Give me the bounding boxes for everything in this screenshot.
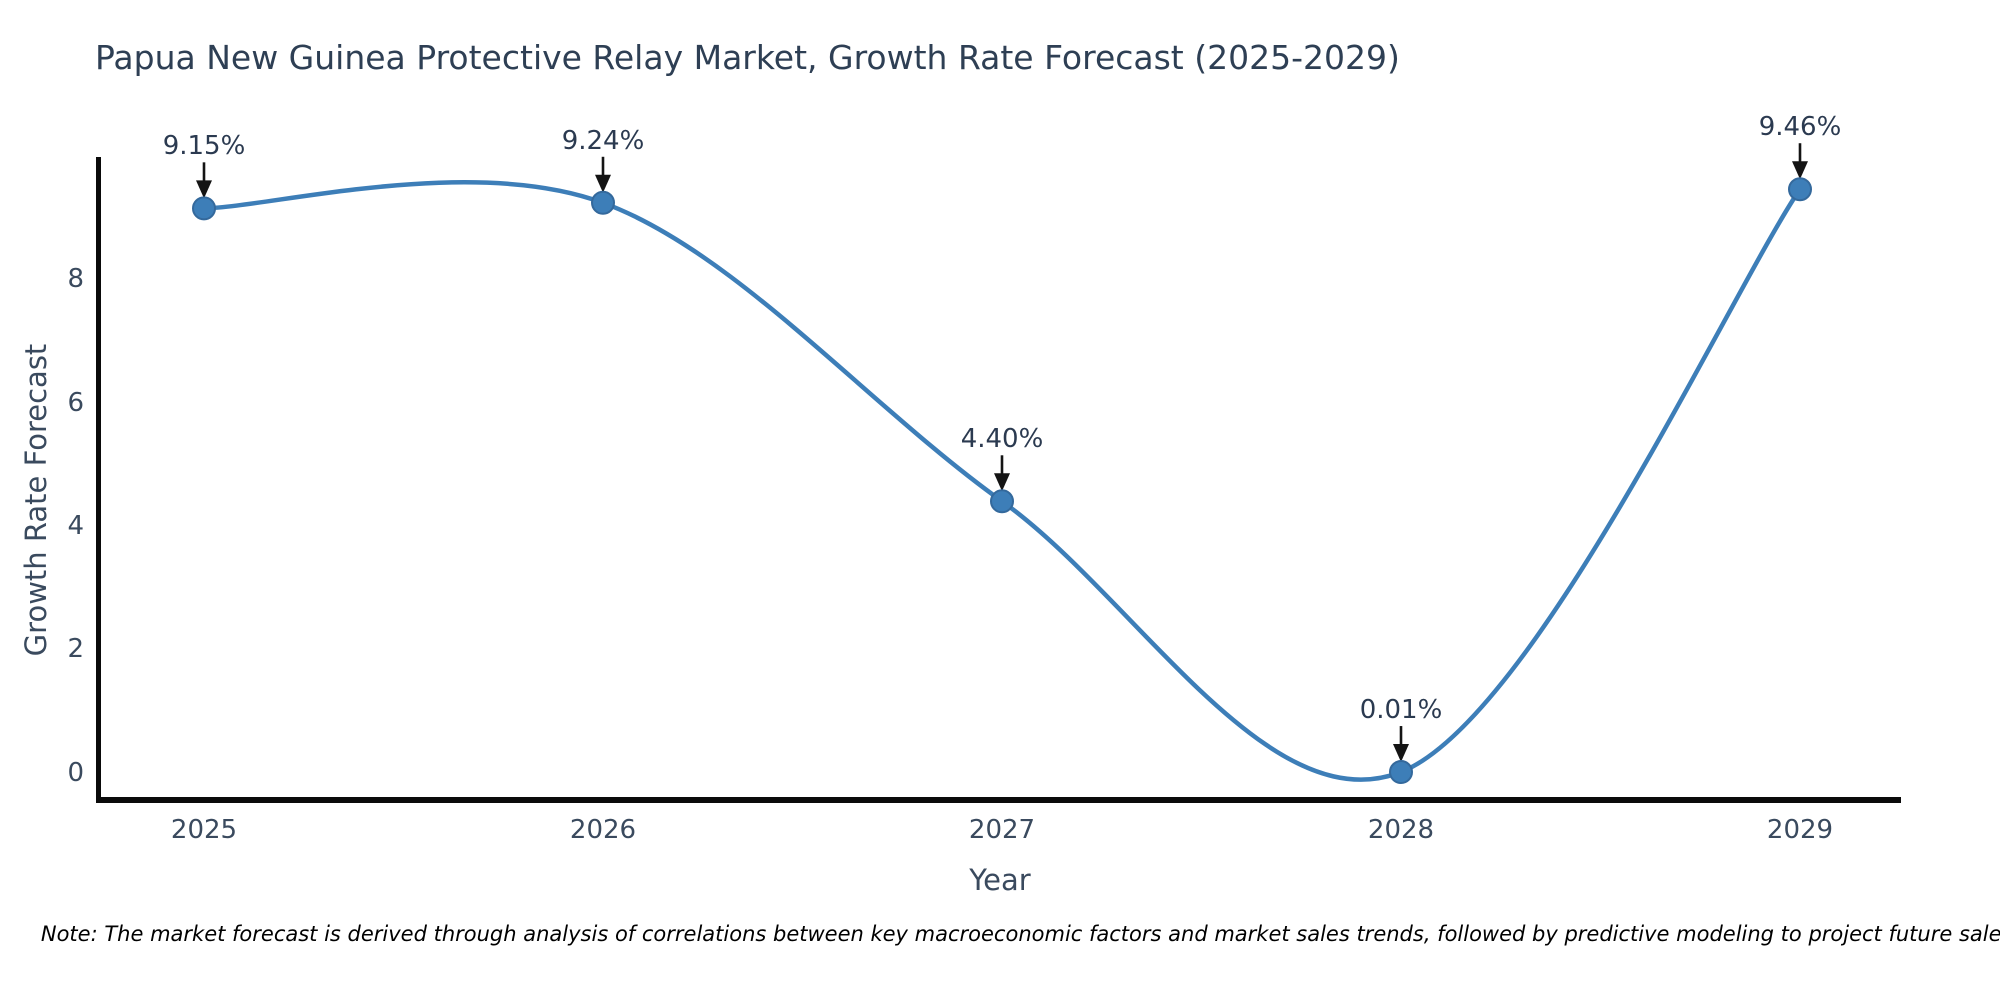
data-point-marker [1389, 760, 1413, 785]
x-tick-label: 2026 [569, 815, 637, 845]
annotation-arrowhead [994, 473, 1010, 492]
annotation-arrowhead [1792, 161, 1808, 180]
data-point-marker [1788, 177, 1812, 202]
y-tick-label: 6 [67, 388, 84, 418]
y-tick-label: 4 [67, 511, 84, 541]
annotation-arrowhead [1393, 744, 1409, 763]
y-axis-title: Growth Rate Forecast [19, 343, 53, 657]
data-point-marker [591, 190, 615, 215]
x-axis-spine [96, 797, 1901, 803]
point-value-label: 9.15% [162, 131, 246, 161]
forecast-line [201, 180, 1803, 782]
point-value-label: 4.40% [960, 424, 1044, 454]
annotation-arrowhead [196, 180, 212, 199]
point-value-label: 9.24% [561, 126, 645, 156]
x-tick-label: 2027 [968, 815, 1036, 845]
y-axis-spine [96, 157, 101, 803]
data-point-marker [192, 196, 216, 221]
data-point-marker [990, 489, 1014, 514]
y-tick-label: 8 [67, 264, 84, 294]
x-tick-label: 2025 [170, 815, 238, 845]
y-tick-label: 2 [67, 634, 84, 664]
chart-title: Papua New Guinea Protective Relay Market… [95, 38, 1400, 77]
annotation-arrowhead [595, 174, 611, 193]
point-value-label: 0.01% [1359, 695, 1443, 725]
footnote: Note: The market forecast is derived thr… [40, 922, 2000, 946]
point-value-label: 9.46% [1758, 112, 1842, 142]
x-axis-title: Year [969, 863, 1031, 897]
x-tick-label: 2028 [1367, 815, 1435, 845]
x-tick-label: 2029 [1766, 815, 1834, 845]
y-tick-label: 0 [67, 758, 84, 788]
